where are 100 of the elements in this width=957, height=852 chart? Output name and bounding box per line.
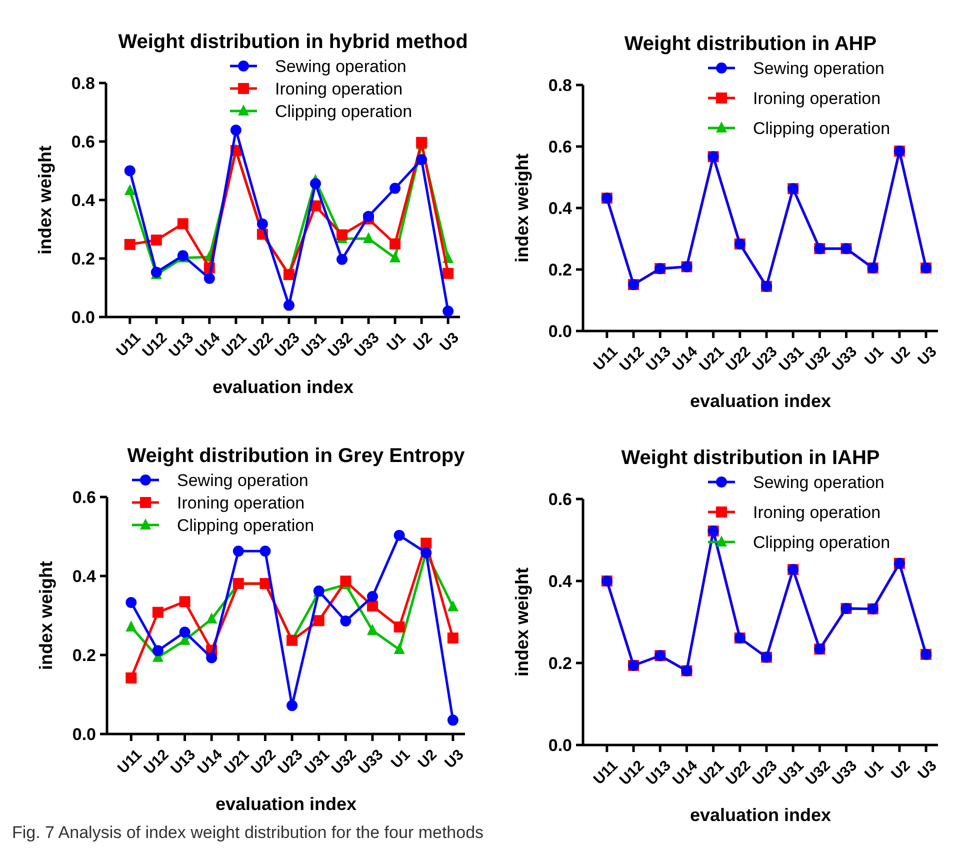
legend-label: Ironing operation	[753, 502, 881, 522]
x-tick-label: U2	[410, 329, 436, 355]
y-tick-label: 0.2	[72, 646, 96, 665]
point	[390, 238, 401, 250]
y-tick-label: 0.4	[72, 566, 97, 586]
y-axis-title: index weight	[35, 145, 55, 255]
y-tick-label: 0.2	[548, 654, 572, 673]
x-tick-label: U1	[862, 343, 888, 369]
x-tick-label: U2	[888, 343, 914, 369]
point	[363, 210, 374, 222]
y-axis-title: index weight	[36, 560, 56, 670]
legend-label: Clipping operation	[753, 118, 890, 138]
point	[152, 606, 164, 618]
legend-label: Clipping operation	[177, 516, 314, 535]
chart-title: Weight distribution in hybrid method	[118, 31, 468, 53]
point	[447, 714, 458, 726]
y-tick-label: 0.0	[72, 724, 96, 744]
y-tick-label: 0.2	[71, 249, 95, 268]
point	[442, 306, 454, 317]
point	[179, 596, 190, 608]
point	[126, 596, 137, 608]
point	[150, 234, 162, 246]
x-tick-label: U1	[388, 746, 414, 772]
point	[124, 165, 136, 176]
x-tick-label: U2	[414, 746, 440, 772]
point	[366, 600, 378, 612]
legend-label: Ironing operation	[275, 79, 403, 98]
point	[447, 632, 458, 644]
x-tick-label: U33	[355, 746, 387, 778]
y-tick-label: 0.6	[548, 137, 572, 156]
point	[260, 546, 271, 557]
point	[313, 615, 324, 626]
legend-label: Ironing operation	[753, 88, 881, 108]
point	[390, 251, 401, 262]
point	[420, 538, 432, 549]
chart-title: Weight distribution in AHP	[624, 33, 877, 55]
point	[336, 254, 348, 265]
point	[416, 154, 428, 166]
y-tick-label: 0.4	[548, 572, 573, 591]
legend-label: Sewing operation	[753, 472, 884, 492]
point	[442, 268, 454, 279]
legend-label: Sewing operation	[275, 56, 406, 76]
point	[206, 612, 218, 624]
point	[286, 700, 298, 712]
x-tick-label: U3	[442, 746, 468, 772]
point	[394, 530, 405, 541]
x-tick-label: U1	[862, 757, 888, 783]
point	[363, 232, 374, 244]
y-tick-label: 0.0	[548, 322, 572, 341]
point	[177, 218, 188, 230]
y-tick-label: 0.6	[548, 490, 572, 509]
point	[152, 645, 164, 656]
legend-label: Sewing operation	[177, 470, 308, 490]
y-tick-label: 0.2	[548, 260, 572, 280]
x-axis-title: evaluation index	[690, 391, 832, 411]
point	[232, 546, 244, 557]
caption: Fig. 7 Analysis of index weight distribution for the four methods	[12, 823, 484, 842]
point	[283, 300, 294, 311]
point	[204, 272, 215, 284]
chart-title: Weight distribution in IAHP	[621, 447, 880, 469]
y-tick-label: 0.0	[548, 736, 572, 755]
point	[126, 620, 137, 632]
legend-label: Clipping operation	[275, 102, 412, 121]
x-tick-label: U3	[436, 329, 462, 355]
y-tick-label: 0.0	[71, 308, 95, 327]
x-axis-title: evaluation index	[212, 377, 354, 397]
point	[126, 672, 137, 684]
legend-label: Sewing operation	[753, 58, 884, 78]
y-tick-label: 0.4	[71, 190, 96, 210]
point	[124, 184, 136, 196]
chart-title: Weight distribution in Grey Entropy	[127, 445, 466, 467]
y-tick-label: 0.8	[548, 76, 572, 95]
y-axis-title: index weight	[512, 567, 532, 677]
point	[336, 229, 348, 240]
y-tick-label: 0.6	[72, 488, 96, 507]
y-tick-label: 0.4	[548, 198, 573, 218]
legend-label: Clipping operation	[753, 532, 890, 552]
point	[390, 182, 401, 194]
point	[394, 621, 405, 632]
x-axis-title: evaluation index	[215, 794, 357, 814]
point	[366, 624, 378, 636]
x-tick-label: U1	[384, 329, 410, 355]
x-tick-label: U33	[829, 757, 861, 789]
point	[340, 576, 352, 587]
point	[394, 642, 405, 654]
point	[256, 218, 268, 230]
point	[310, 178, 321, 190]
y-tick-label: 0.8	[71, 74, 95, 93]
x-tick-label: U3	[914, 757, 940, 783]
x-tick-label: U3	[914, 343, 940, 369]
point	[179, 626, 190, 638]
legend-label: Ironing operation	[177, 493, 305, 512]
y-tick-label: 0.6	[71, 132, 95, 152]
point	[447, 600, 458, 612]
point	[366, 591, 378, 602]
x-tick-label: U33	[829, 343, 861, 375]
x-tick-label: U2	[888, 757, 914, 783]
point	[124, 238, 136, 250]
point	[206, 652, 218, 664]
point	[230, 124, 242, 136]
